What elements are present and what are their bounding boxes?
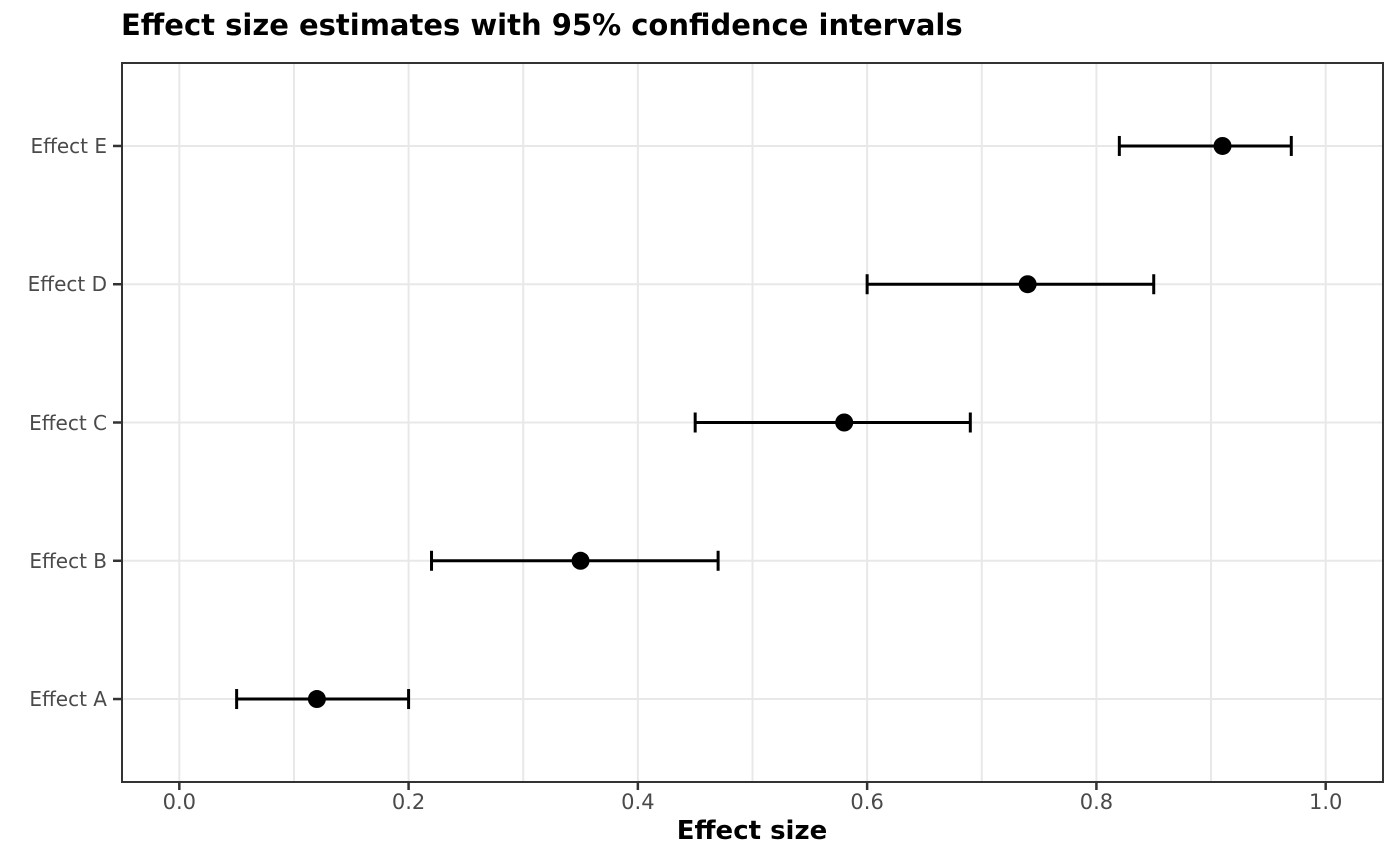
point-marker [1018,275,1037,294]
point-marker [835,413,854,432]
x-axis-title: Effect size [676,816,828,846]
point-marker [1213,136,1232,155]
chart-title: Effect size estimates with 95% confidenc… [121,8,963,42]
point-marker [571,551,590,570]
x-tick-label-0.2: 0.2 [391,790,426,814]
point-marker [307,690,326,709]
y-tick-label-effect-a: Effect A [29,687,107,712]
x-tick-label-0.0: 0.0 [162,790,197,814]
y-tick-label-effect-b: Effect B [29,548,107,573]
y-tick-label-effect-c: Effect C [29,410,107,435]
x-tick-label-0.6: 0.6 [850,790,884,814]
y-tick-label-effect-e: Effect E [30,133,107,158]
y-tick-label-effect-d: Effect D [27,272,107,297]
x-tick-label-0.8: 0.8 [1079,790,1114,814]
x-tick-label-0.4: 0.4 [621,790,655,814]
x-tick-label-1.0: 1.0 [1308,790,1343,814]
